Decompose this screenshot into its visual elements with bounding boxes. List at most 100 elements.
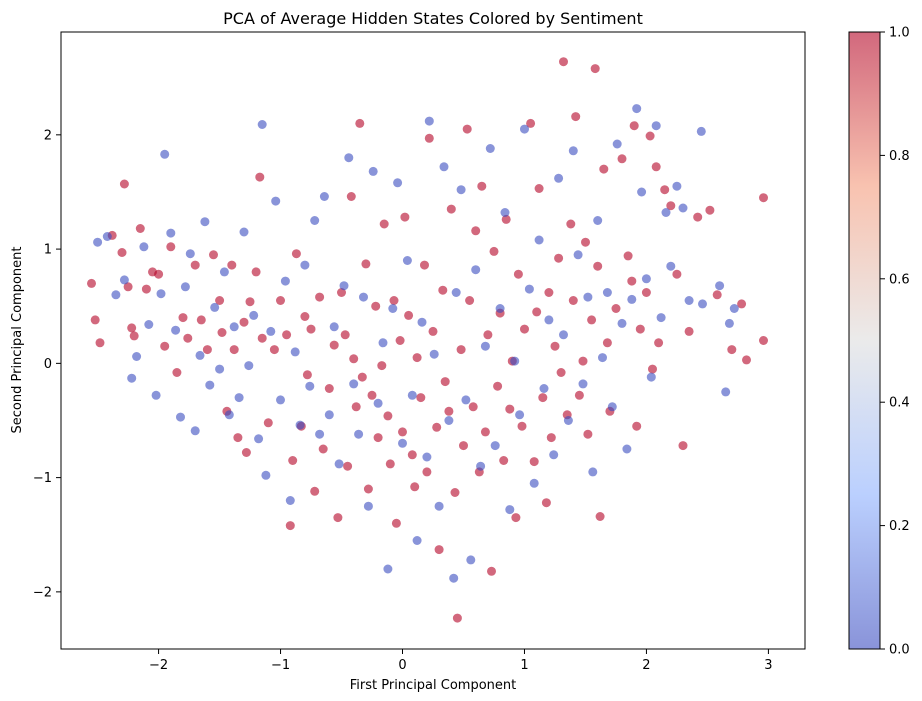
data-point xyxy=(581,237,590,247)
data-point xyxy=(428,326,438,336)
data-point xyxy=(698,299,707,309)
colorbar-tick-label: 0.8 xyxy=(889,149,910,164)
data-point xyxy=(95,338,105,348)
data-point xyxy=(541,498,551,508)
data-point xyxy=(202,345,212,355)
data-point xyxy=(261,470,271,480)
data-point xyxy=(393,178,403,188)
data-point xyxy=(461,395,471,405)
data-point xyxy=(446,204,456,214)
data-point xyxy=(529,457,539,467)
data-point xyxy=(724,318,734,328)
data-point xyxy=(705,205,715,215)
data-point xyxy=(378,338,388,348)
x-tick-label: −1 xyxy=(271,658,290,673)
data-point xyxy=(559,57,568,67)
y-tick-label: −2 xyxy=(33,585,52,600)
data-point xyxy=(333,513,343,523)
data-point xyxy=(234,393,244,403)
data-point xyxy=(402,256,412,265)
data-point xyxy=(343,461,353,471)
data-point xyxy=(456,345,466,355)
data-point xyxy=(684,296,694,305)
data-point xyxy=(424,133,434,143)
data-point xyxy=(598,353,607,363)
data-point xyxy=(444,416,454,425)
data-point xyxy=(556,368,566,377)
x-tick-label: −2 xyxy=(149,658,168,673)
data-point xyxy=(532,307,542,317)
data-point xyxy=(154,269,164,279)
data-point xyxy=(550,341,560,351)
data-point xyxy=(373,398,383,408)
data-point xyxy=(407,450,417,460)
data-point xyxy=(534,235,544,245)
data-point xyxy=(249,310,259,320)
data-point xyxy=(172,368,182,377)
data-point xyxy=(480,341,490,351)
data-point xyxy=(263,418,273,428)
data-point xyxy=(302,370,312,380)
data-point xyxy=(349,379,359,389)
data-point xyxy=(373,433,383,443)
data-point xyxy=(90,315,100,325)
data-point xyxy=(291,249,301,259)
data-point xyxy=(505,404,515,414)
data-point xyxy=(324,410,334,420)
data-point xyxy=(215,364,225,374)
data-point xyxy=(477,181,487,191)
data-point xyxy=(529,478,539,488)
data-point xyxy=(501,214,511,224)
data-point xyxy=(254,434,264,444)
data-point xyxy=(398,438,407,448)
data-point xyxy=(451,288,461,297)
data-point xyxy=(255,172,265,182)
data-point xyxy=(276,296,285,305)
data-point xyxy=(632,104,642,114)
data-point xyxy=(132,352,142,361)
data-point xyxy=(266,326,276,336)
data-point xyxy=(363,484,373,494)
data-point xyxy=(574,390,584,400)
data-point xyxy=(176,412,185,422)
data-point xyxy=(269,345,279,355)
data-point xyxy=(696,126,706,136)
data-point xyxy=(422,452,432,462)
data-point xyxy=(119,275,129,285)
data-point xyxy=(271,196,281,206)
colorbar-tick-label: 0.4 xyxy=(889,396,910,411)
data-point xyxy=(285,496,295,505)
data-point xyxy=(398,427,407,437)
data-point xyxy=(515,410,525,420)
data-point xyxy=(363,501,373,511)
data-point xyxy=(233,433,243,443)
data-point xyxy=(678,203,688,213)
data-point xyxy=(493,381,503,391)
data-point xyxy=(407,390,417,400)
y-tick-label: 1 xyxy=(44,243,52,258)
data-point xyxy=(166,242,176,252)
data-point xyxy=(648,364,657,374)
data-point xyxy=(87,278,96,288)
data-point xyxy=(339,281,349,291)
data-point xyxy=(590,64,600,74)
data-point xyxy=(93,237,103,247)
data-point xyxy=(438,285,448,295)
data-point xyxy=(367,390,377,400)
data-point xyxy=(715,281,725,291)
data-point xyxy=(340,330,350,340)
data-point xyxy=(611,304,621,313)
data-point xyxy=(641,288,651,297)
data-point xyxy=(295,420,305,430)
data-point xyxy=(219,267,229,277)
data-point xyxy=(495,304,505,313)
data-point xyxy=(444,406,454,416)
data-point xyxy=(654,338,664,348)
chart-title: PCA of Average Hidden States Colored by … xyxy=(223,9,643,28)
colorbar-tick-label: 0.0 xyxy=(889,643,910,658)
x-tick-label: 0 xyxy=(398,658,406,673)
data-point xyxy=(135,224,145,233)
data-point xyxy=(583,429,593,439)
data-point xyxy=(737,299,747,309)
